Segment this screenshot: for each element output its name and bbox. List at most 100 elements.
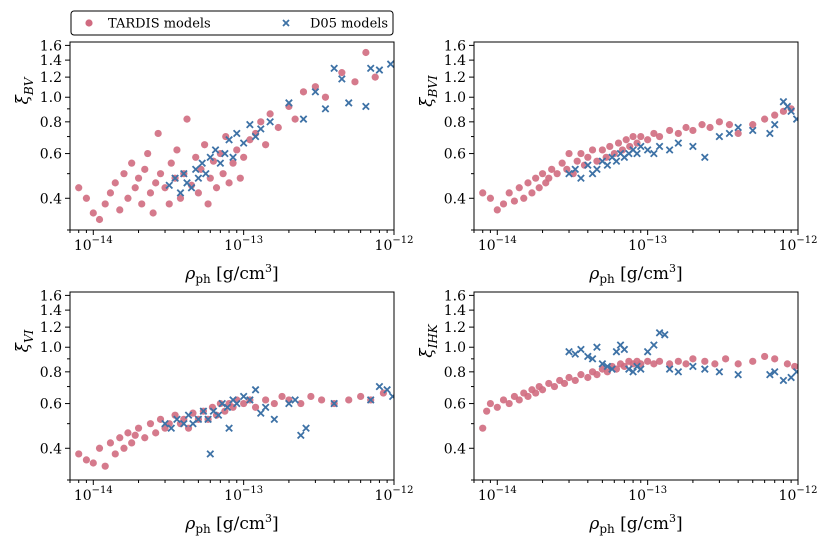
- legend: TARDIS models D05 models: [70, 10, 394, 36]
- y-tick-label: 0.4: [40, 441, 62, 457]
- tardis-point: [89, 209, 97, 217]
- legend-d05-label: D05 models: [310, 17, 388, 32]
- axes-frame: [473, 41, 799, 231]
- y-tick-label: 1.2: [40, 320, 62, 336]
- tardis-point: [128, 159, 136, 167]
- d05-point: [700, 153, 709, 162]
- d05-point: [232, 399, 241, 408]
- d05-point: [362, 102, 370, 111]
- tardis-point: [270, 399, 278, 408]
- tardis-point: [176, 194, 185, 202]
- tardis-point: [479, 424, 487, 432]
- d05-point: [603, 362, 612, 371]
- tardis-point: [171, 411, 179, 419]
- legend-frame: [70, 10, 394, 36]
- tardis-point: [682, 123, 690, 132]
- tardis-point: [588, 146, 597, 154]
- d05-point: [655, 328, 664, 337]
- tardis-point: [749, 121, 757, 129]
- d05-point: [643, 146, 652, 154]
- d05-point: [194, 174, 203, 183]
- d05-point: [201, 169, 210, 178]
- axes-frame: [473, 291, 799, 481]
- y-tick-label: 0.4: [444, 441, 466, 457]
- tardis-point: [262, 141, 270, 149]
- d05-point: [577, 345, 585, 354]
- d05-point: [165, 181, 174, 190]
- d05-point: [311, 88, 320, 96]
- tardis-point: [307, 392, 315, 401]
- tardis-point: [351, 78, 359, 86]
- tardis-point: [725, 121, 734, 129]
- x-tick-label: 10−12: [375, 235, 414, 254]
- tardis-point: [262, 396, 270, 404]
- x-tick-label: 10−14: [74, 235, 113, 254]
- tardis-point: [761, 352, 769, 361]
- tardis-point: [538, 170, 547, 178]
- tardis-point: [560, 379, 569, 388]
- series-tardis: [75, 389, 387, 470]
- y-tick-label: 0.6: [444, 147, 466, 163]
- tardis-point: [771, 355, 779, 363]
- series-tardis: [479, 352, 798, 432]
- tardis-point: [152, 179, 160, 187]
- tardis-point: [116, 434, 124, 442]
- d05-point: [383, 385, 391, 394]
- tardis-point: [701, 357, 709, 365]
- d05-point: [748, 126, 757, 135]
- tardis-point: [689, 355, 697, 363]
- series-d05: [165, 60, 394, 197]
- d05-point: [291, 396, 299, 404]
- tardis-point: [229, 159, 237, 167]
- panel-top-right: 0.4 0.6 0.8 1.0 1.21.41.6 10−14 10−13 10−12 ρph …: [417, 38, 817, 286]
- d05-point: [214, 411, 223, 420]
- y-tick-label: 0.8: [444, 365, 466, 381]
- tardis-point: [655, 357, 664, 365]
- y-tick-label: 0.6: [40, 397, 62, 413]
- tardis-point: [505, 189, 513, 197]
- tardis-point: [493, 206, 501, 214]
- tardis-point: [274, 123, 282, 132]
- tardis-point: [338, 69, 346, 77]
- d05-point: [577, 174, 585, 183]
- tardis-point: [499, 396, 508, 404]
- d05-point: [792, 115, 798, 123]
- d05-point: [239, 392, 248, 401]
- tardis-point: [548, 165, 556, 173]
- tardis-point: [165, 200, 173, 208]
- tardis-point: [106, 439, 115, 447]
- d05-point: [766, 129, 774, 138]
- tardis-point: [629, 132, 637, 141]
- d05-point: [770, 120, 779, 129]
- tardis-point: [674, 129, 682, 138]
- d05-point: [225, 424, 233, 433]
- panel-top-left: 0.4 0.6 0.8 1.0 1.21.41.6 10−14 10−13 10−12 ρph …: [13, 38, 413, 286]
- y-axis-label: ξVI: [13, 329, 36, 352]
- tardis-point: [553, 170, 561, 178]
- y-tick-label: 1.0: [444, 340, 466, 356]
- y-tick-label: 1.6: [444, 38, 466, 54]
- x-tick-label: 10−14: [478, 485, 517, 504]
- d05-point: [302, 424, 310, 433]
- d05-point: [665, 146, 674, 154]
- y-tick-label: 1.4: [444, 53, 466, 69]
- d05-point: [199, 407, 208, 416]
- d05-point: [171, 174, 179, 183]
- d05-point: [674, 367, 683, 376]
- d05-point: [674, 139, 683, 147]
- tardis-point: [173, 146, 181, 154]
- tardis-point: [291, 115, 299, 123]
- y-tick-label: 1.4: [444, 303, 466, 319]
- d05-point: [625, 365, 633, 373]
- tardis-point: [216, 399, 224, 408]
- tardis-point: [515, 184, 523, 192]
- tardis-point: [82, 456, 91, 464]
- y-tick-label: 0.6: [40, 147, 62, 163]
- tardis-point: [134, 174, 143, 182]
- d05-point: [650, 341, 658, 349]
- tardis-point: [371, 73, 379, 81]
- y-tick-label: 1.0: [40, 90, 62, 106]
- y-tick-label: 1.6: [40, 38, 62, 54]
- d05-point: [787, 373, 795, 382]
- d05-point: [330, 64, 339, 73]
